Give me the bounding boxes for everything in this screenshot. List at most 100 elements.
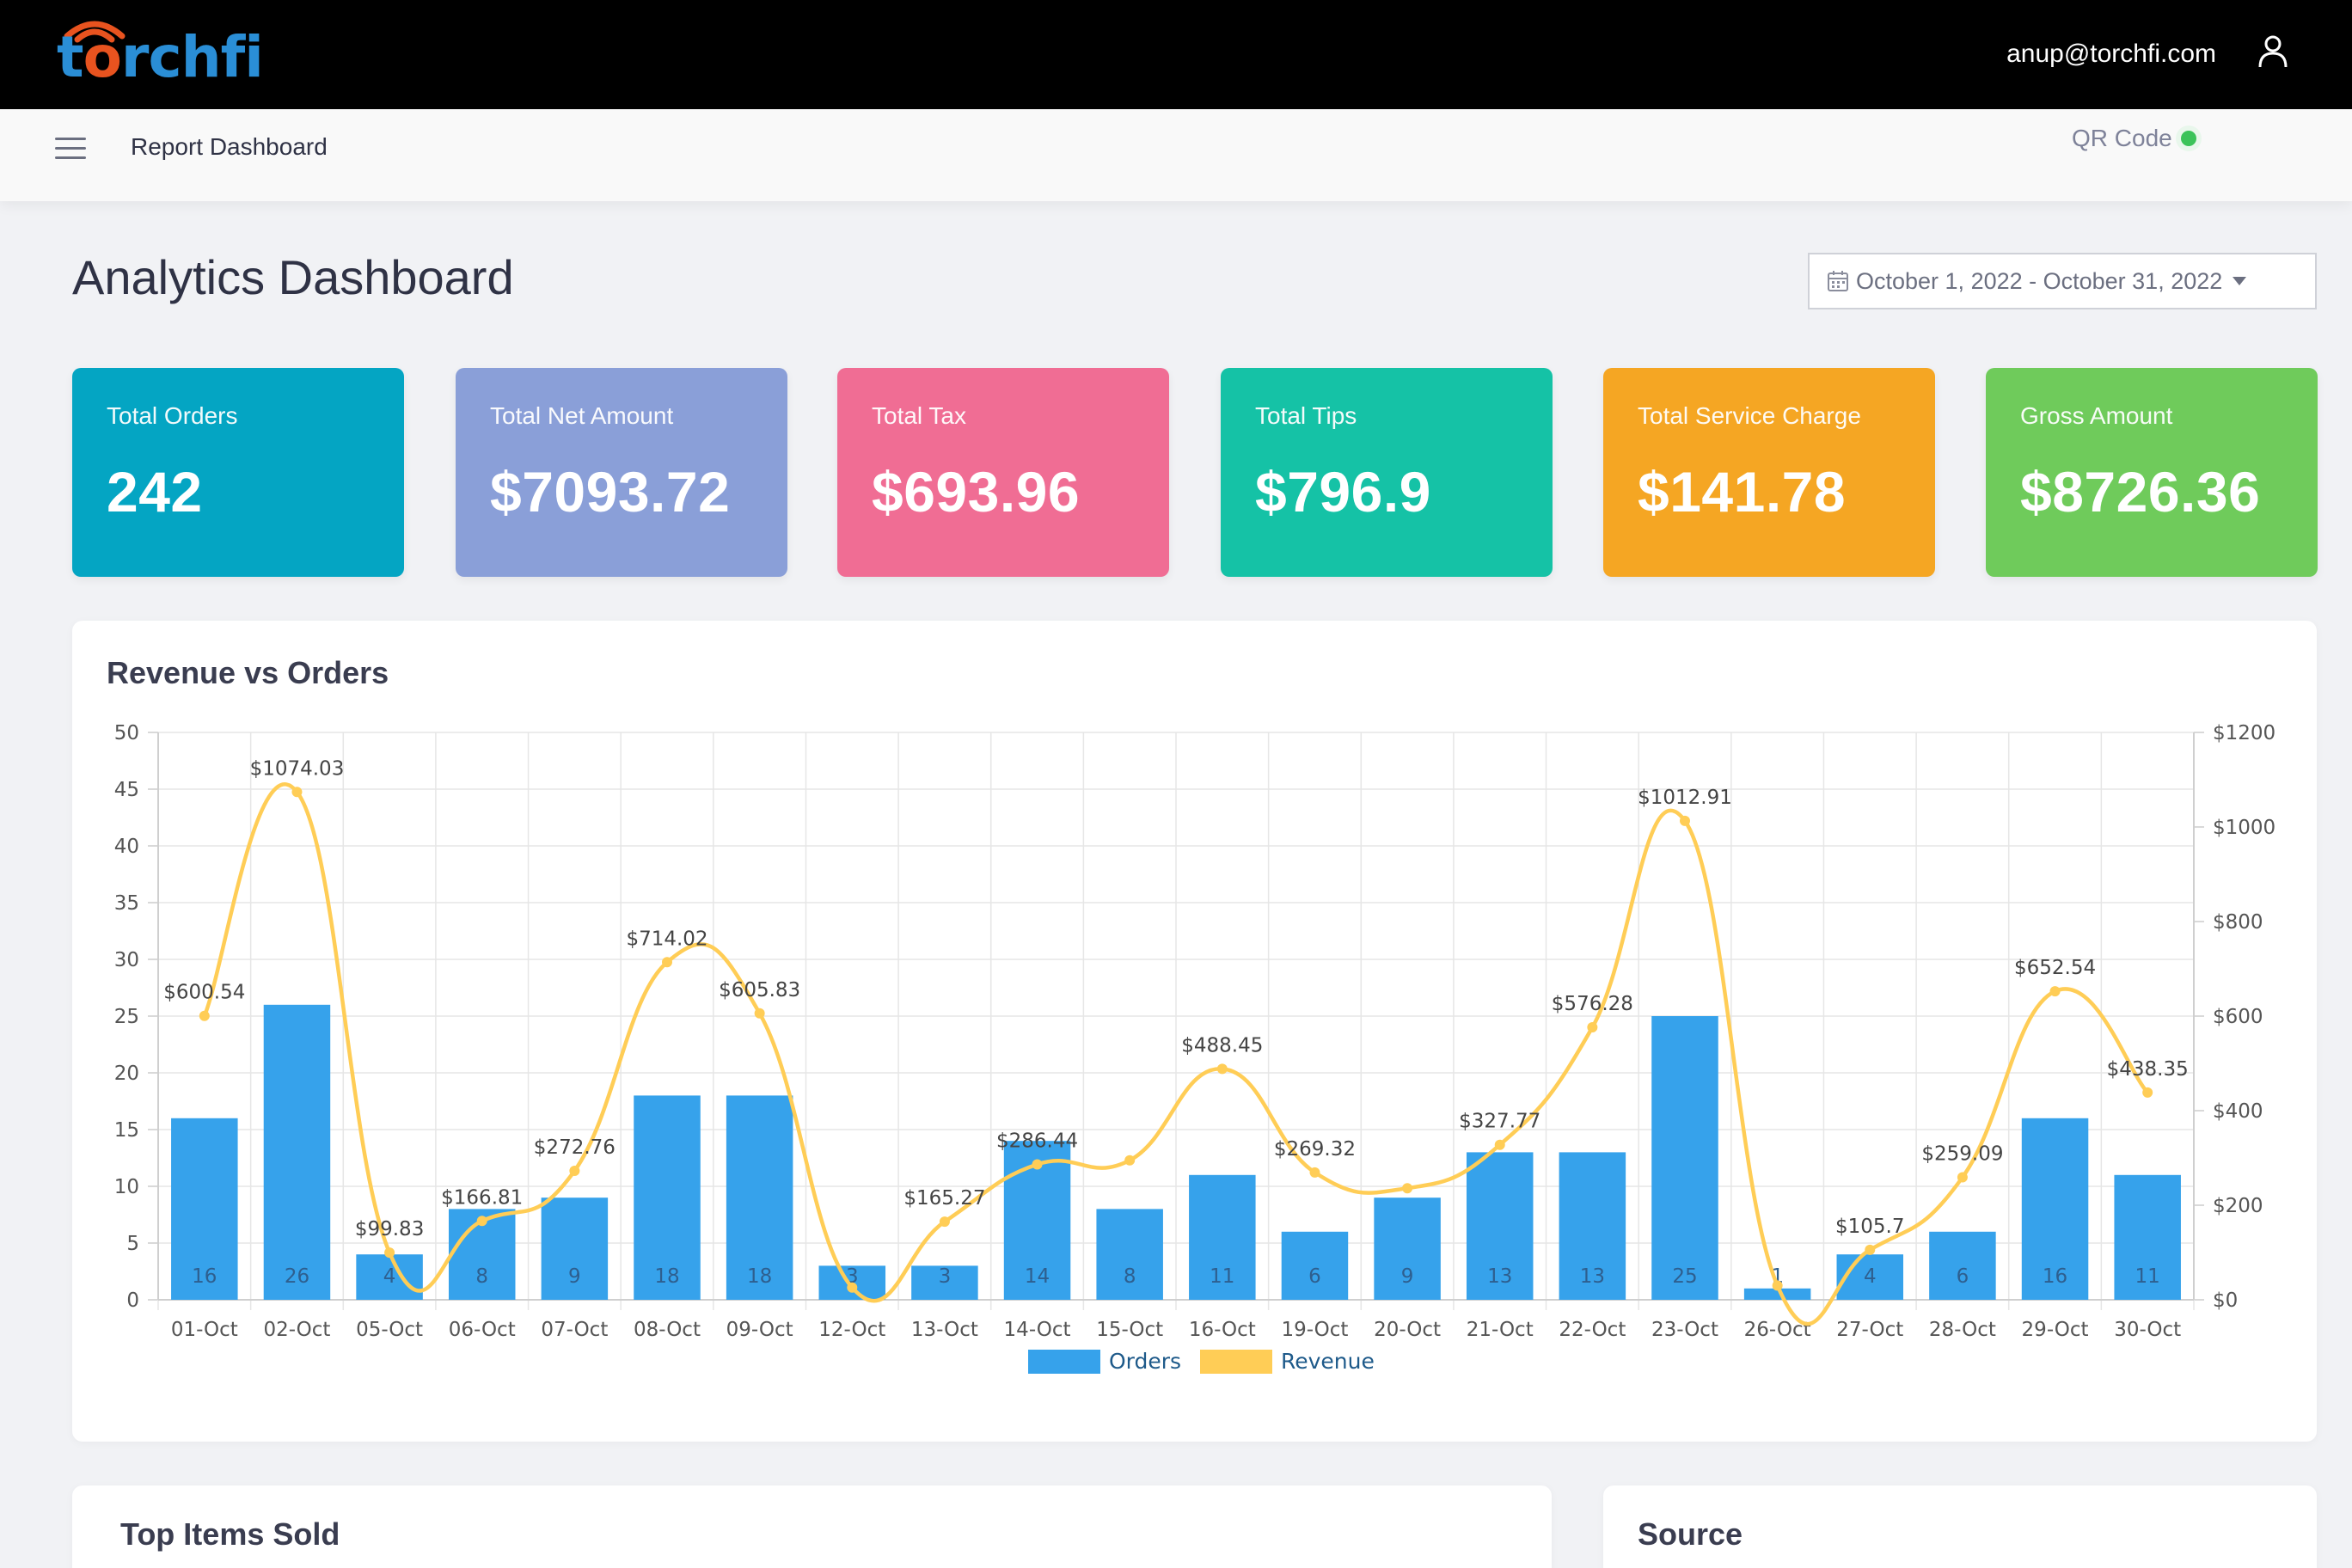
left-axis-tick-label: 45 [114,779,139,801]
orders-bar-value-label: 8 [1124,1265,1136,1288]
x-axis-tick-label: 15-Oct [1096,1319,1163,1341]
revenue-point [199,1010,210,1021]
revenue-point [2049,986,2061,997]
wifi-signal-icon [64,21,126,43]
orders-bar-value-label: 25 [1672,1265,1697,1288]
user-icon[interactable] [2254,33,2292,70]
revenue-point [1680,815,1690,826]
revenue-data-label: $166.81 [441,1186,523,1209]
right-axis-tick-label: $1000 [2213,817,2275,839]
top-items-title: Top Items Sold [120,1516,340,1552]
top-items-panel: Top Items Sold [72,1485,1552,1568]
revenue-point [476,1216,487,1227]
revenue-orders-chart: 0 5 10 15 20 25 30 35 40 45 50 $0 $200 $400 $600 $800 $1… [114,722,2275,1374]
orders-bar-value-label: 16 [2043,1265,2067,1288]
right-axis-tick-label: $200 [2213,1195,2263,1217]
revenue-point [754,1008,765,1019]
revenue-point [939,1216,950,1228]
orders-bar-value-label: 9 [568,1265,581,1288]
x-axis-tick-label: 19-Oct [1281,1319,1348,1341]
orders-bar [1096,1209,1163,1300]
status-dot-icon [2180,131,2196,146]
x-axis-tick-label: 02-Oct [263,1319,330,1341]
left-axis-tick-label: 25 [114,1006,139,1028]
x-axis-tick-label: 29-Oct [2022,1319,2089,1341]
orders-bar [1559,1152,1626,1300]
x-axis-tick-label: 16-Oct [1189,1319,1256,1341]
revenue-data-label: $269.32 [1274,1138,1356,1161]
stat-value: $8726.36 [2020,460,2261,524]
left-axis-tick-label: 30 [114,949,139,971]
x-axis-tick-label: 12-Oct [818,1319,885,1341]
orders-bar [541,1197,609,1300]
page-title: Analytics Dashboard [72,250,514,304]
revenue-point [662,957,672,968]
revenue-point [1402,1183,1413,1194]
left-axis-tick-label: 5 [126,1233,139,1255]
user-email[interactable]: anup@torchfi.com [2006,40,2216,68]
revenue-data-label: $600.54 [163,982,245,1004]
stat-card-total-tax: Total Tax $693.96 [837,368,1169,577]
date-range-picker[interactable]: October 1, 2022 - October 31, 2022 [1808,253,2317,309]
orders-bar [1836,1254,1904,1300]
stat-value: 242 [107,460,203,524]
legend-revenue-swatch [1200,1350,1272,1374]
orders-bar-value-label: 9 [1401,1265,1414,1288]
source-title: Source [1638,1516,1743,1552]
orders-bar [911,1265,978,1300]
x-axis-tick-label: 27-Oct [1836,1319,1903,1341]
section-title: Report Dashboard [131,133,328,160]
stat-value: $796.9 [1255,460,1431,524]
chart-title: Revenue vs Orders [107,655,389,690]
orders-bar [1743,1288,1811,1300]
stat-label: Total Tips [1255,402,1357,429]
revenue-data-label: $605.83 [719,979,800,1001]
x-axis-tick-label: 21-Oct [1467,1319,1534,1341]
left-axis-tick-label: 50 [114,722,139,744]
x-axis-tick-label: 08-Oct [634,1319,701,1341]
qr-code-status[interactable]: QR Code [2072,125,2196,152]
right-axis-tick-label: $800 [2213,911,2263,934]
orders-bar [1374,1197,1441,1300]
revenue-data-label: $1074.03 [250,757,345,780]
revenue-point [847,1282,858,1293]
orders-bar-value-label: 4 [383,1265,396,1288]
revenue-data-label: $286.44 [996,1130,1078,1152]
x-axis-tick-label: 09-Oct [726,1319,793,1341]
calendar-icon [1828,271,1848,291]
right-axis-tick-label: $400 [2213,1100,2263,1123]
orders-bar-value-label: 18 [654,1265,679,1288]
stat-label: Gross Amount [2020,402,2173,429]
left-axis-tick-label: 10 [114,1176,139,1198]
orders-bar [634,1095,701,1300]
revenue-data-label: $1012.91 [1638,787,1732,809]
stat-value: $141.78 [1638,460,1847,524]
x-axis-tick-label: 22-Oct [1559,1319,1626,1341]
orders-bar [1466,1152,1534,1300]
x-axis-tick-label: 07-Oct [541,1319,608,1341]
menu-toggle-icon[interactable] [55,138,86,163]
revenue-point [1494,1139,1505,1150]
stat-card-total-service-charge: Total Service Charge $141.78 [1603,368,1935,577]
orders-bar [1929,1231,1996,1300]
sub-header: Report Dashboard QR Code [0,109,2352,201]
revenue-data-label: $714.02 [626,928,707,950]
orders-bar-value-label: 11 [1210,1265,1234,1288]
date-range-text: October 1, 2022 - October 31, 2022 [1856,267,2223,294]
torchfi-logo[interactable]: torchfi [57,10,264,100]
revenue-point [1772,1280,1783,1291]
stat-card-total-net-amount: Total Net Amount $7093.72 [456,368,787,577]
x-axis-tick-label: 28-Oct [1929,1319,1996,1341]
orders-bar [2114,1174,2181,1300]
revenue-data-label: $652.54 [2014,957,2096,979]
stat-card-total-tips: Total Tips $796.9 [1221,368,1553,577]
revenue-point [1957,1172,1968,1183]
orders-bar [263,1004,331,1300]
legend-orders-swatch [1028,1350,1100,1374]
revenue-data-label: $327.77 [1459,1111,1540,1133]
left-axis-tick-label: 20 [114,1063,139,1085]
revenue-point [569,1165,580,1176]
stat-card-gross-amount: Gross Amount $8726.36 [1986,368,2318,577]
stat-value: $7093.72 [490,460,731,524]
revenue-point [384,1247,395,1259]
